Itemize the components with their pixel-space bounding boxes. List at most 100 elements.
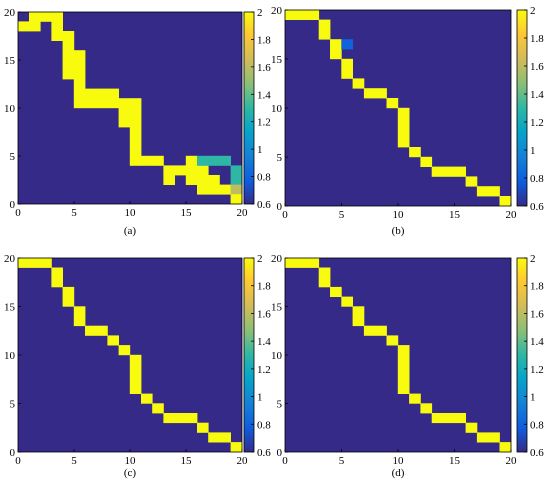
heatmap-cell	[443, 166, 455, 177]
heatmap-cell	[208, 184, 220, 195]
y-tick-label: 20	[4, 253, 16, 265]
heatmap-cell	[129, 136, 142, 147]
heatmap-cell	[397, 364, 410, 375]
colorbar-tick-label: 1.4	[257, 89, 271, 101]
colorbar-tick-label: 0.6	[257, 199, 271, 211]
heatmap-cell	[85, 98, 97, 109]
heatmap-cell	[62, 59, 75, 70]
heatmap-cell	[318, 29, 331, 40]
colorbar-tick-label: 1.4	[530, 336, 544, 348]
colorbar	[516, 257, 528, 453]
heatmap-cell	[163, 175, 175, 185]
heatmap-cell	[51, 21, 63, 32]
heatmap-cell	[73, 316, 86, 327]
heatmap-cell	[107, 98, 119, 109]
colorbar-tick-label: 1	[257, 392, 263, 404]
colorbar	[243, 11, 255, 205]
colorbar-tick-label: 1	[257, 144, 263, 156]
heatmap-cell	[62, 296, 75, 307]
heatmap-cell	[73, 59, 86, 70]
x-tick-label: 20	[237, 455, 249, 467]
heatmap-cell	[62, 31, 75, 41]
y-tick-label: 15	[4, 302, 16, 314]
heatmap-cell	[318, 277, 331, 288]
heatmap-cell	[62, 50, 75, 61]
heatmap-cell	[107, 335, 119, 346]
y-tick-label: 0	[277, 201, 283, 213]
heatmap-cell	[352, 306, 365, 317]
heatmap-cell	[296, 9, 308, 20]
heatmap-cell	[174, 413, 187, 424]
y-tick-label: 0	[10, 199, 16, 211]
heatmap-cell	[230, 165, 243, 176]
x-tick-label: 0	[15, 207, 21, 219]
heatmap-cell	[29, 21, 41, 32]
heatmap-cell	[62, 286, 75, 297]
heatmap-cell	[174, 165, 187, 176]
heatmap-cell	[129, 374, 142, 385]
heatmap-cell	[118, 117, 131, 128]
heatmap-cell	[17, 257, 30, 268]
colorbar-tick-label: 0.8	[257, 419, 271, 431]
heatmap-cell	[185, 155, 198, 166]
heatmap-cell	[341, 39, 353, 50]
heatmap-cell	[208, 432, 220, 443]
heatmap-cell	[465, 422, 478, 433]
heatmap-cell	[197, 155, 209, 166]
heatmap-cell	[73, 69, 86, 80]
heatmap-panel-2: 0 5 10 15 20 0 5 10 15 20 0.6 0.8 1 1.2 1.4 1.6 1.8 2 (b)	[271, 5, 544, 237]
heatmap-cell	[352, 316, 365, 327]
heatmap-cell	[499, 442, 512, 453]
heatmap-cell	[129, 107, 142, 118]
heatmap-cell	[230, 184, 243, 195]
heatmap-cell	[219, 432, 231, 443]
heatmap-cell	[386, 335, 399, 346]
colorbar-tick-label: 1.4	[257, 336, 271, 348]
colorbar-tick-label: 0.8	[530, 173, 544, 185]
colorbar-tick-label: 1.2	[257, 117, 271, 129]
panel-caption: (c)	[124, 467, 137, 479]
heatmap-cell	[208, 175, 220, 185]
colorbar-tick-label: 2	[257, 253, 263, 265]
heatmap-cell	[318, 267, 331, 278]
y-tick-label: 0	[10, 447, 16, 459]
heatmap-cell	[129, 383, 142, 394]
x-tick-label: 5	[339, 455, 345, 467]
heatmap-cell	[118, 345, 131, 356]
heatmap-cell	[219, 155, 231, 166]
heatmap-cell	[141, 155, 153, 166]
colorbar-tick-label: 0.6	[530, 447, 544, 459]
heatmap-cell	[107, 88, 119, 99]
heatmap-cell	[341, 68, 353, 79]
x-tick-label: 10	[393, 455, 405, 467]
colorbar-tick-label: 1.8	[530, 281, 544, 293]
y-tick-label: 10	[271, 103, 283, 115]
heatmap-cell	[73, 79, 86, 89]
heatmap-cell	[85, 325, 97, 336]
heatmap-cell	[129, 146, 142, 157]
x-tick-label: 0	[282, 455, 288, 467]
x-tick-label: 15	[449, 455, 461, 467]
panel-caption: (d)	[392, 467, 405, 479]
heatmap-cell	[29, 11, 41, 22]
heatmap-cell	[363, 325, 376, 336]
heatmap-cell	[129, 155, 142, 166]
heatmap-cell	[197, 184, 209, 195]
heatmap-cell	[499, 196, 512, 207]
x-tick-label: 20	[506, 209, 518, 221]
heatmap-cell	[219, 184, 231, 195]
x-tick-label: 15	[449, 209, 461, 221]
heatmap-cell	[330, 39, 342, 50]
heatmap-cell	[431, 166, 444, 177]
x-tick-label: 5	[339, 209, 345, 221]
colorbar-tick-label: 1	[530, 392, 536, 404]
x-tick-label: 0	[15, 455, 21, 467]
heatmap-cell	[284, 257, 297, 268]
heatmap-cell	[40, 257, 52, 268]
heatmap-cell	[118, 107, 131, 118]
heatmap-cell	[443, 413, 455, 424]
x-tick-label: 20	[237, 207, 249, 219]
heatmap-cell	[40, 11, 52, 22]
heatmap-cell	[488, 432, 500, 443]
